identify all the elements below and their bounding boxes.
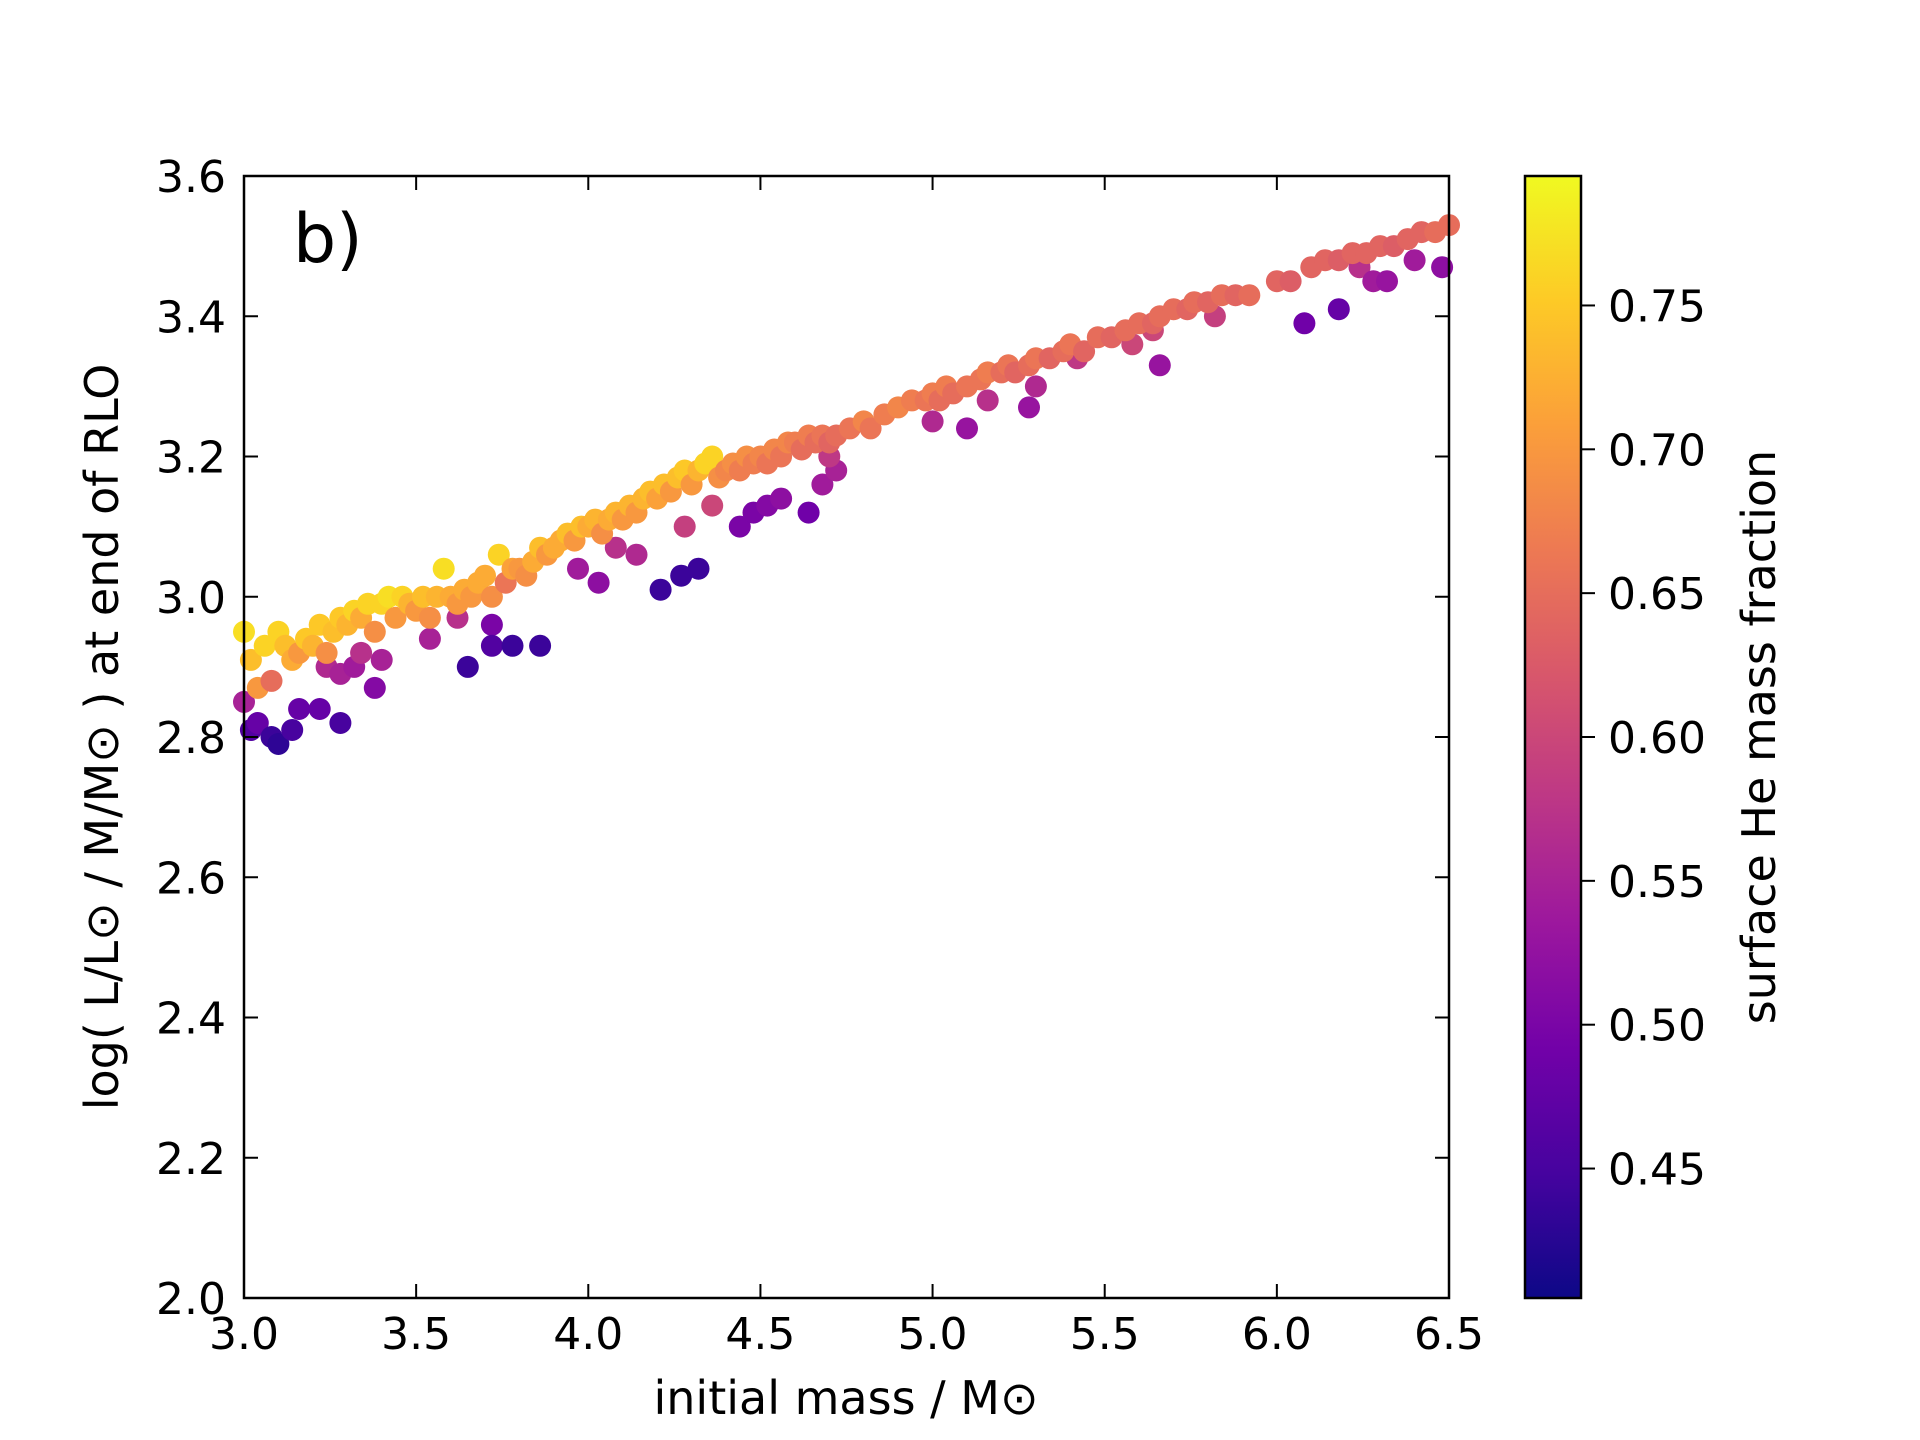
- data-point: [701, 445, 724, 468]
- data-point: [487, 543, 510, 566]
- colorbar-label: surface He mass fraction: [1732, 450, 1786, 1024]
- data-point: [418, 606, 441, 629]
- data-point: [859, 417, 882, 440]
- data-point: [1073, 340, 1096, 363]
- data-point: [480, 585, 503, 608]
- data-point: [1238, 284, 1261, 307]
- data-point: [253, 634, 276, 657]
- x-axis-ticks: 3.0 3.5 4.0 4.5 5.0 5.5 6.0 6.5: [209, 176, 1484, 1360]
- data-point: [976, 389, 999, 412]
- x-axis-label: initial mass / M⊙: [653, 1371, 1038, 1425]
- x-tick-label: 5.0: [898, 1309, 968, 1360]
- y-tick-label: 2.4: [156, 994, 226, 1045]
- data-point: [363, 620, 386, 643]
- data-point: [474, 564, 496, 587]
- colorbar-tick-label: 0.55: [1608, 857, 1706, 908]
- x-tick-label: 3.0: [209, 1309, 279, 1360]
- data-point: [1376, 270, 1398, 293]
- x-tick-label: 3.5: [381, 1309, 451, 1360]
- y-tick-label: 2.2: [156, 1134, 226, 1185]
- x-tick-label: 6.0: [1242, 1309, 1312, 1360]
- data-point: [480, 613, 503, 636]
- data-point: [260, 669, 283, 692]
- data-point: [670, 564, 693, 587]
- data-point: [384, 606, 407, 629]
- data-point: [288, 698, 311, 720]
- y-tick-label: 2.8: [156, 713, 226, 764]
- data-point: [501, 634, 524, 657]
- colorbar-tick-label: 0.50: [1608, 1001, 1706, 1052]
- data-point: [567, 557, 589, 580]
- data-point: [1018, 396, 1040, 419]
- colorbar-tick-label: 0.45: [1608, 1145, 1706, 1196]
- x-tick-label: 5.5: [1070, 1309, 1140, 1360]
- y-tick-label: 3.6: [156, 152, 226, 203]
- data-point: [480, 634, 503, 657]
- data-point: [418, 627, 441, 650]
- data-point: [432, 557, 455, 580]
- y-axis-ticks: 2.0 2.2 2.4 2.6 2.8 3.0 3.2 3.4 3.6: [156, 152, 1449, 1325]
- data-point: [728, 515, 751, 538]
- data-point: [1024, 375, 1047, 398]
- y-tick-label: 3.0: [156, 573, 226, 624]
- data-point: [1431, 256, 1454, 279]
- colorbar-tick-label: 0.75: [1608, 281, 1706, 332]
- y-tick-label: 2.6: [156, 853, 226, 904]
- data-point: [315, 641, 338, 664]
- data-point: [267, 733, 290, 755]
- data-point: [701, 494, 724, 517]
- x-tick-label: 4.5: [725, 1309, 795, 1360]
- data-point: [456, 655, 479, 678]
- data-point: [921, 410, 944, 433]
- data-points: [233, 214, 1460, 755]
- colorbar-tick-label: 0.70: [1608, 425, 1706, 476]
- data-point: [308, 698, 331, 720]
- colorbar-tick-label: 0.60: [1608, 713, 1706, 764]
- data-point: [956, 417, 978, 440]
- y-axis-label: log( L/L⊙ / M/M⊙ ) at end of RLO: [75, 364, 129, 1111]
- data-point: [1279, 270, 1302, 293]
- y-tick-label: 2.0: [156, 1274, 226, 1325]
- data-point: [625, 543, 648, 566]
- data-point: [687, 557, 710, 580]
- data-point: [329, 712, 352, 734]
- data-point: [1293, 312, 1316, 335]
- data-point: [587, 571, 610, 594]
- x-tick-label: 6.5: [1414, 1309, 1484, 1360]
- data-point: [649, 578, 672, 601]
- data-point: [1148, 354, 1171, 377]
- x-tick-label: 4.0: [553, 1309, 623, 1360]
- data-point: [604, 536, 627, 559]
- data-point: [350, 641, 373, 664]
- colorbar-tick-label: 0.65: [1608, 569, 1706, 620]
- data-point: [673, 515, 696, 538]
- y-tick-label: 3.4: [156, 292, 226, 343]
- data-point: [281, 719, 304, 741]
- colorbar: [1523, 174, 1583, 1300]
- data-point: [239, 648, 262, 671]
- data-point: [1327, 298, 1350, 321]
- colorbar-ticks: 0.45 0.50 0.55 0.60 0.65 0.70 0.75: [1581, 281, 1706, 1196]
- data-point: [1403, 249, 1426, 272]
- data-point: [770, 487, 793, 510]
- data-point: [363, 676, 386, 699]
- data-point: [529, 634, 552, 657]
- data-point: [246, 712, 269, 734]
- y-tick-label: 3.2: [156, 433, 226, 484]
- data-point: [370, 648, 393, 671]
- data-point: [811, 473, 834, 496]
- panel-label: b): [293, 200, 363, 279]
- data-point: [797, 501, 820, 524]
- plot-frame: [242, 174, 1451, 1300]
